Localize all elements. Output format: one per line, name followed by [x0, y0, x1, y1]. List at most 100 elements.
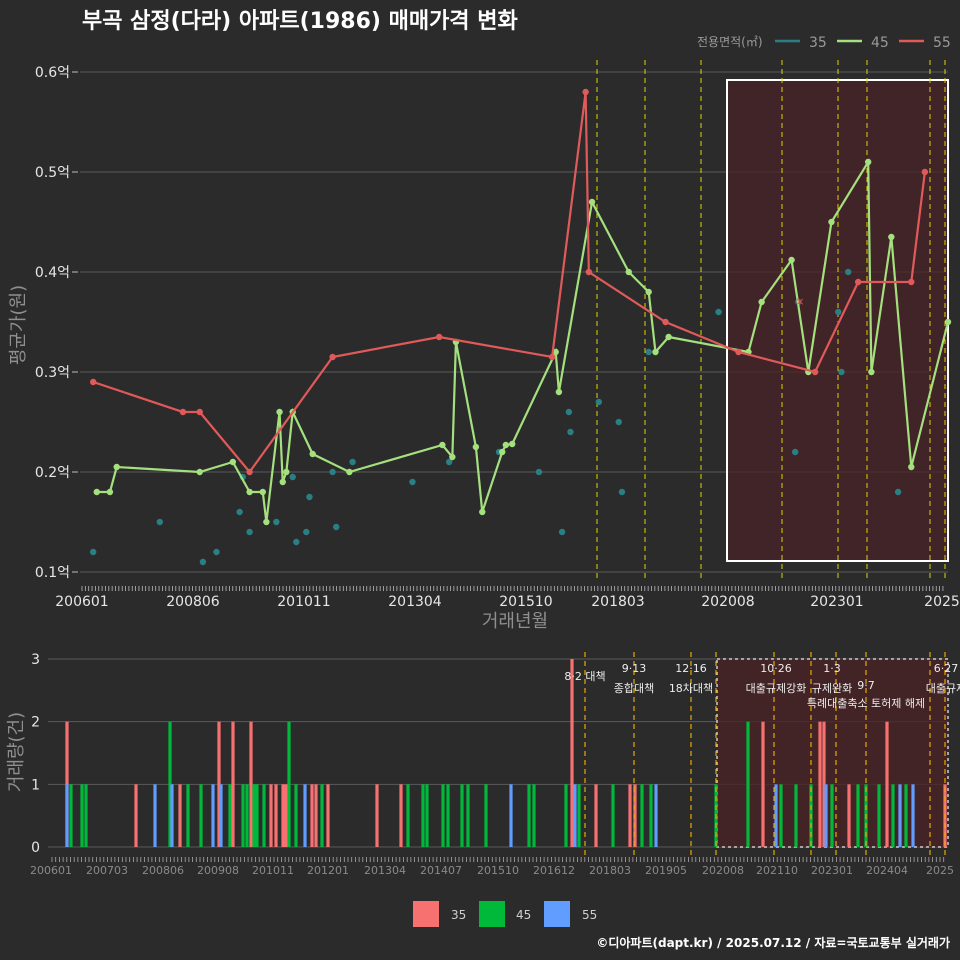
series-point-55	[662, 318, 669, 326]
price-y-tick-label: 0.6억	[35, 65, 70, 81]
series-point-35	[567, 428, 574, 436]
series-point-45	[864, 158, 872, 166]
series-point-35	[89, 548, 97, 556]
volume-bar	[245, 784, 249, 847]
volume-bar	[217, 721, 221, 847]
bottom-legend-swatch-35	[413, 901, 439, 927]
volume-y-tick-label: 1	[31, 777, 40, 793]
volume-bar	[818, 721, 822, 847]
volume-bar	[891, 784, 895, 847]
series-point-45	[346, 468, 353, 476]
series-point-55	[585, 268, 593, 276]
volume-bar	[856, 784, 860, 847]
policy-date: 9·7	[857, 679, 875, 692]
volume-bar	[421, 784, 425, 847]
volume-bar	[746, 721, 750, 847]
volume-bar	[441, 784, 445, 847]
series-point-45	[276, 408, 283, 416]
series-point-55	[908, 278, 915, 286]
series-point-35	[615, 418, 622, 426]
volume-bar	[466, 784, 470, 847]
series-point-45	[479, 508, 486, 516]
volume-bar	[824, 784, 828, 847]
volume-bar	[649, 784, 653, 847]
volume-bar	[573, 784, 577, 847]
series-point-35	[199, 558, 207, 566]
series-point-45	[93, 488, 100, 496]
series-point-45	[246, 488, 253, 496]
cross-marker: ×	[795, 295, 804, 308]
series-point-35	[565, 408, 573, 416]
series-point-35	[445, 458, 453, 466]
volume-x-tick-label: 201612	[533, 864, 575, 877]
series-point-55	[855, 278, 862, 286]
series-point-55	[548, 353, 556, 361]
price-gridlines	[80, 71, 948, 573]
volume-bar	[303, 784, 307, 847]
volume-bar	[633, 784, 637, 847]
series-point-45	[439, 441, 446, 449]
volume-bar	[425, 784, 429, 847]
series-point-35	[558, 528, 566, 536]
volume-bar	[199, 784, 203, 847]
volume-bar	[249, 721, 253, 847]
volume-x-tick-label: 201201	[307, 864, 349, 877]
series-point-35	[838, 368, 845, 376]
policy-label: 종합대책	[614, 682, 654, 695]
price-x-ticks: 200601 200806 201011 201304 201510 201803 2020…	[55, 594, 960, 610]
series-point-55	[811, 368, 819, 376]
price-minor-ticks	[81, 586, 944, 591]
policy-label: 규제완화	[812, 682, 852, 695]
series-point-55	[246, 468, 253, 476]
series-point-45	[263, 518, 270, 526]
price-y-tick-label: 0.4억	[35, 265, 70, 281]
price-x-axis-label: 거래년월	[482, 611, 548, 632]
volume-x-ticks: 200601 200703 200806 200908 201011 201201 2013…	[30, 864, 954, 877]
volume-bar	[532, 784, 536, 847]
price-y-ticks: 0.1억 0.2억 0.3억 0.4억 0.5억 0.6억	[35, 65, 78, 581]
price-series	[89, 88, 952, 566]
policy-date: 9·13	[622, 662, 647, 675]
volume-y-ticks: 0 1 2 3	[31, 652, 40, 856]
volume-x-tick-label: 201304	[364, 864, 406, 877]
volume-bar	[446, 784, 450, 847]
volume-x-tick-label: 202404	[866, 864, 908, 877]
volume-bar	[320, 784, 324, 847]
volume-x-tick-label: 201510	[477, 864, 519, 877]
volume-bar	[570, 659, 574, 847]
volume-bar	[287, 721, 291, 847]
policy-lines-bottom	[584, 652, 946, 857]
series-point-55	[435, 333, 443, 341]
volume-x-tick-label: 201407	[420, 864, 462, 877]
series-point-35	[246, 528, 253, 536]
volume-bar	[211, 784, 215, 847]
volume-bar	[69, 784, 73, 847]
volume-bar	[314, 784, 318, 847]
volume-bar	[284, 784, 288, 847]
policy-labels: 8·2 대책 9·13 종합대책 12·16 18차대책 10·26 대출규제강화 1·3 규제…	[564, 662, 960, 710]
volume-x-tick-label: 201803	[589, 864, 631, 877]
series-point-35	[535, 468, 543, 476]
series-point-35	[791, 448, 799, 456]
volume-bar	[564, 784, 568, 847]
volume-x-tick-label: 202301	[811, 864, 853, 877]
volume-bar	[577, 784, 581, 847]
volume-bar	[527, 784, 531, 847]
volume-bar	[640, 784, 644, 847]
bottom-legend-label-45: 45	[516, 908, 531, 922]
volume-x-tick-label: 200908	[197, 864, 239, 877]
volume-bar	[484, 784, 488, 847]
top-legend: 전용면적(㎡) 35 45 55	[697, 35, 951, 51]
series-point-35	[156, 518, 164, 526]
volume-y-axis-label: 거래량(건)	[6, 712, 27, 792]
price-x-tick-label: 201304	[388, 594, 442, 610]
volume-x-tick-label: 200806	[142, 864, 184, 877]
series-point-45	[758, 298, 765, 306]
volume-bar	[269, 784, 273, 847]
policy-label: 대출규제강화	[746, 682, 807, 695]
price-y-axis-label: 평균가(원)	[8, 285, 29, 365]
series-point-55	[89, 378, 97, 386]
volume-bar	[65, 784, 69, 847]
series-point-55	[921, 168, 929, 176]
series-point-35	[273, 518, 280, 526]
